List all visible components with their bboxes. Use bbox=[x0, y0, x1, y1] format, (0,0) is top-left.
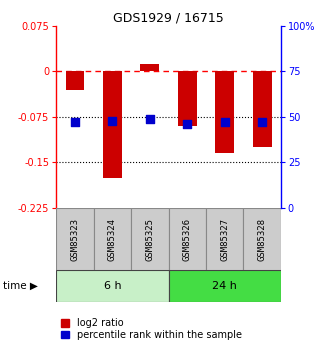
Text: 6 h: 6 h bbox=[104, 281, 121, 291]
Text: time ▶: time ▶ bbox=[3, 281, 38, 291]
Bar bbox=[243, 208, 281, 270]
Bar bbox=[65, 71, 84, 90]
Point bbox=[185, 121, 190, 127]
Title: GDS1929 / 16715: GDS1929 / 16715 bbox=[113, 12, 224, 25]
Bar bbox=[94, 208, 131, 270]
Bar bbox=[131, 208, 169, 270]
Bar bbox=[253, 71, 272, 147]
Text: GSM85328: GSM85328 bbox=[258, 218, 267, 261]
Bar bbox=[141, 64, 159, 71]
Point bbox=[110, 118, 115, 123]
Text: GSM85326: GSM85326 bbox=[183, 218, 192, 261]
Bar bbox=[215, 71, 234, 153]
Point bbox=[147, 116, 152, 121]
Point bbox=[260, 120, 265, 125]
Text: GSM85323: GSM85323 bbox=[70, 218, 79, 261]
Bar bbox=[178, 71, 196, 126]
Point bbox=[72, 120, 77, 125]
Text: GSM85325: GSM85325 bbox=[145, 218, 154, 261]
Bar bbox=[169, 208, 206, 270]
Bar bbox=[56, 208, 94, 270]
Text: 24 h: 24 h bbox=[212, 281, 237, 291]
Bar bbox=[56, 270, 169, 302]
Legend: log2 ratio, percentile rank within the sample: log2 ratio, percentile rank within the s… bbox=[61, 318, 242, 340]
Text: GSM85324: GSM85324 bbox=[108, 218, 117, 261]
Text: GSM85327: GSM85327 bbox=[220, 218, 229, 261]
Point bbox=[222, 120, 227, 125]
Bar bbox=[169, 270, 281, 302]
Bar bbox=[206, 208, 243, 270]
Bar bbox=[103, 71, 122, 178]
